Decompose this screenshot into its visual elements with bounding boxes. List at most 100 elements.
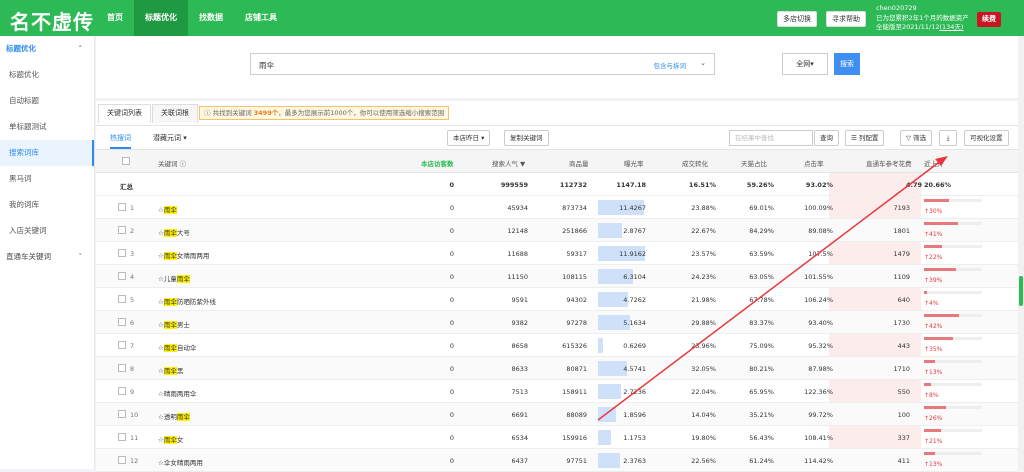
th-goods[interactable]: 商品量: [569, 160, 589, 168]
row-checkbox[interactable]: [118, 456, 126, 464]
table-row[interactable]: 10 ☆透明雨伞 0 6691 88089 14.04% 35.21% 99.72% 100 1.…: [96, 403, 1018, 426]
star-icon[interactable]: ☆: [158, 275, 164, 283]
download-icon[interactable]: ⤓: [939, 130, 957, 146]
rise-bar-bg: [924, 291, 982, 294]
sidebar-item-3[interactable]: 单标题测试: [0, 114, 94, 140]
chevron-icon[interactable]: ˄: [78, 45, 83, 53]
star-icon[interactable]: ☆: [158, 252, 164, 260]
row-checkbox[interactable]: [118, 226, 126, 234]
th-rise[interactable]: 近上升: [924, 160, 944, 168]
table-row[interactable]: 6 ☆雨伞男士 0 9382 97278 29.88% 83.37% 93.40% 1730 5.…: [96, 311, 1018, 334]
chevron-down-icon[interactable]: ⌄: [700, 59, 706, 67]
scrollbar-thumb[interactable]: [1019, 276, 1023, 306]
renew-button[interactable]: 续费: [977, 12, 1001, 27]
sidebar-item-6[interactable]: 我的词库: [0, 192, 94, 218]
table-row[interactable]: 5 ☆雨伞防晒防紫外线 0 9591 94302 21.98% 67.78% 106.24% 6…: [96, 288, 1018, 311]
nav-item-0[interactable]: 首页: [107, 13, 123, 22]
hot-words-tab[interactable]: 热搜词: [110, 133, 131, 149]
keyword-cell[interactable]: ☆雨伞: [158, 204, 177, 214]
date-select[interactable]: 本店昨日 ▾: [447, 130, 491, 146]
nav-item-2[interactable]: 找数据: [199, 13, 223, 22]
query-button[interactable]: 查询: [814, 130, 839, 146]
table-row[interactable]: 8 ☆雨伞黑 0 8633 80871 32.05% 80.21% 87.98% 1710 4.5…: [96, 357, 1018, 380]
tab-keyword-list[interactable]: 关键词列表: [98, 104, 151, 123]
column-config-button[interactable]: ☰ 列配置: [845, 130, 885, 146]
th-cost[interactable]: 直通车参考花费: [866, 160, 912, 168]
table-row[interactable]: 11 ☆雨伞女 0 6534 159916 19.80% 56.43% 108.41% 337 1…: [96, 426, 1018, 449]
hidden-words-dropdown[interactable]: 潜藏元词 ▾: [153, 134, 187, 142]
table-row[interactable]: 1 ☆雨伞 0 45934 873734 23.88% 69.01% 100.09% 7193 1…: [96, 196, 1018, 219]
sidebar-item-4[interactable]: 搜索词库: [0, 140, 94, 166]
keyword-cell[interactable]: ☆伞女晴雨两用: [158, 457, 203, 467]
table-row[interactable]: 7 ☆雨伞自动伞 0 8658 615326 23.96% 75.09% 95.32% 443 0…: [96, 334, 1018, 357]
table-row[interactable]: 9 ☆晴雨两用伞 0 7513 158911 22.04% 65.95% 122.36% 550…: [96, 380, 1018, 403]
th-popularity[interactable]: 搜索人气 ▼: [492, 160, 526, 168]
row-checkbox[interactable]: [118, 249, 126, 257]
keyword-suffix: 自动伞: [176, 344, 197, 352]
result-filter-input[interactable]: 在结果中查找: [729, 130, 813, 146]
sidebar-item-7[interactable]: 入店关键词: [0, 218, 94, 244]
keyword-cell[interactable]: ☆晴雨两用伞: [158, 388, 196, 398]
keyword-cell[interactable]: ☆雨伞女晴雨两用: [158, 250, 209, 260]
star-icon[interactable]: ☆: [158, 436, 164, 444]
table-row[interactable]: 4 ☆儿童雨伞 0 11150 108115 24.23% 63.05% 101.55% 110…: [96, 265, 1018, 288]
table-row[interactable]: 3 ☆雨伞女晴雨两用 0 11688 59317 23.57% 63.59% 107.5% 14…: [96, 242, 1018, 265]
sidebar-item-8[interactable]: 直通车关键词 ˅: [0, 244, 94, 270]
row-checkbox[interactable]: [118, 433, 126, 441]
row-checkbox[interactable]: [118, 364, 126, 372]
sidebar-item-2[interactable]: 自动标题: [0, 88, 94, 114]
keyword-cell[interactable]: ☆雨伞男士: [158, 319, 190, 329]
row-checkbox[interactable]: [118, 318, 126, 326]
search-input[interactable]: 雨伞 包含与拆词 ⌄: [250, 53, 715, 75]
sidebar-item-5[interactable]: 黑马词: [0, 166, 94, 192]
multi-store-button[interactable]: 多店切换: [777, 11, 817, 27]
star-icon[interactable]: ☆: [158, 413, 164, 421]
th-exposure[interactable]: 曝光率: [624, 160, 644, 168]
star-icon[interactable]: ☆: [158, 367, 164, 375]
copy-keywords-button[interactable]: 复制关键词: [504, 130, 549, 146]
keyword-cell[interactable]: ☆透明雨伞: [158, 411, 190, 421]
keyword-cell[interactable]: ☆雨伞大号: [158, 227, 190, 237]
row-checkbox[interactable]: [118, 387, 126, 395]
th-conversion[interactable]: 成交转化: [682, 160, 708, 168]
th-visitors[interactable]: 本店访客数: [421, 160, 454, 168]
row-checkbox[interactable]: [118, 203, 126, 211]
row-checkbox[interactable]: [118, 341, 126, 349]
nav-item-1[interactable]: 标题优化: [134, 0, 188, 36]
scrollbar[interactable]: [1018, 36, 1024, 469]
sidebar-item-0[interactable]: 标题优化 ˄: [0, 36, 94, 62]
chevron-icon[interactable]: ˅: [78, 253, 83, 261]
scope-select[interactable]: 全网▾: [782, 53, 828, 75]
keyword-cell[interactable]: ☆雨伞黑: [158, 365, 183, 375]
select-all-checkbox[interactable]: [122, 157, 130, 165]
days-link[interactable]: (134天): [939, 23, 964, 31]
filter-button[interactable]: ▽ 筛选: [900, 130, 933, 146]
th-tmall[interactable]: 天猫占比: [741, 160, 767, 168]
table-row[interactable]: 2 ☆雨伞大号 0 12148 251866 22.67% 84.29% 89.08% 1801…: [96, 219, 1018, 242]
star-icon[interactable]: ☆: [158, 459, 164, 467]
star-icon[interactable]: ☆: [158, 298, 164, 306]
star-icon[interactable]: ☆: [158, 321, 164, 329]
help-button[interactable]: 寻求帮助: [826, 11, 866, 27]
star-icon[interactable]: ☆: [158, 390, 164, 398]
keyword-cell[interactable]: ☆雨伞女: [158, 434, 183, 444]
nav-item-3[interactable]: 店铺工具: [245, 13, 277, 22]
search-button[interactable]: 搜索: [834, 53, 860, 75]
tab-related-roots[interactable]: 关联词根: [152, 104, 198, 123]
keyword-cell[interactable]: ☆雨伞自动伞: [158, 342, 196, 352]
visual-settings-button[interactable]: 可视化设置: [964, 130, 1009, 146]
row-checkbox[interactable]: [118, 272, 126, 280]
row-checkbox[interactable]: [118, 295, 126, 303]
row-checkbox[interactable]: [118, 410, 126, 418]
sidebar-item-1[interactable]: 标题优化: [0, 62, 94, 88]
star-icon[interactable]: ☆: [158, 229, 164, 237]
keyword-cell[interactable]: ☆儿童雨伞: [158, 273, 190, 283]
th-ctr[interactable]: 点击率: [804, 160, 824, 168]
top-bar: 名不虚传 首页 标题优化 找数据 店铺工具 多店切换 寻求帮助 chen020729 …: [0, 0, 1024, 36]
keyword-cell[interactable]: ☆雨伞防晒防紫外线: [158, 296, 216, 306]
star-icon[interactable]: ☆: [158, 206, 164, 214]
th-keyword[interactable]: 关键词 ⓘ: [158, 160, 187, 168]
table-row[interactable]: 12 ☆伞女晴雨两用 0 6437 97751 22.56% 61.24% 114.42% 41…: [96, 449, 1018, 472]
star-icon[interactable]: ☆: [158, 344, 164, 352]
match-option[interactable]: 包含与拆词: [653, 62, 687, 70]
